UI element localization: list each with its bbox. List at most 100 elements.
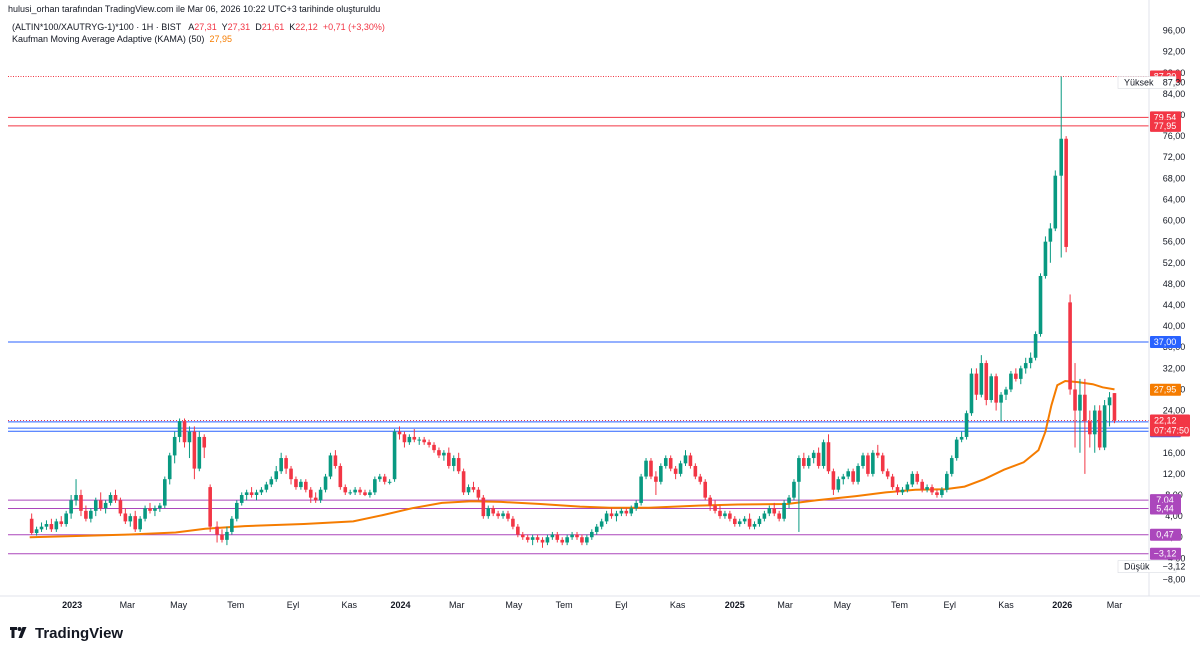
candle-up [269, 476, 274, 488]
candle-down [624, 508, 629, 517]
x-tick-label: Tem [891, 600, 908, 610]
candle-down [215, 521, 219, 543]
candle-up [585, 534, 589, 546]
candle-up [167, 452, 172, 485]
indicator-legend[interactable]: Kaufman Moving Average Adaptive (KAMA) (… [12, 34, 232, 44]
candle-down [422, 436, 426, 445]
kama-line[interactable] [29, 379, 1115, 539]
candle-down [673, 465, 678, 480]
candle-body [688, 455, 693, 466]
candle-body [1053, 175, 1058, 229]
candle-up [387, 479, 392, 485]
candle-body [728, 513, 732, 519]
tradingview-logo[interactable]: TradingView [8, 625, 123, 642]
candle-up [792, 479, 796, 501]
candle-body [461, 471, 466, 493]
x-tick-label: Mar [777, 600, 793, 610]
candle-body [412, 436, 417, 440]
candle-body [520, 534, 525, 538]
candle-body [989, 376, 994, 400]
candle-down [402, 431, 407, 448]
candle-up [989, 373, 994, 403]
candle-body [49, 524, 54, 530]
y-tick-label: 48,00 [1163, 279, 1186, 289]
candle-body [570, 534, 574, 538]
level-price-label: −3,12 [1154, 549, 1177, 559]
candle-body [234, 502, 239, 519]
candle-body [954, 439, 959, 459]
candle-down [747, 513, 752, 530]
candle-body [713, 505, 717, 511]
candle-up [108, 492, 113, 506]
candle-body [895, 487, 900, 493]
candle-body [599, 521, 604, 527]
candle-body [935, 492, 939, 495]
candle-up [639, 473, 643, 506]
candle-body [856, 465, 860, 482]
candle-up [1009, 370, 1013, 393]
x-tick-label: Tem [556, 600, 573, 610]
candle-down [1073, 363, 1077, 448]
candle-body [294, 479, 298, 488]
candle-down [338, 463, 343, 490]
time-axis[interactable]: 2023 Mar May Tem Eyl Kas 2024 Mar May Tem Eyl Kas 20… [0, 595, 1200, 610]
candle-up [752, 521, 757, 530]
candle-body [506, 513, 510, 519]
candle-up [979, 355, 984, 398]
candle-up [949, 455, 954, 477]
candle-body [64, 513, 68, 525]
candle-body [304, 481, 308, 490]
candle-down [974, 368, 979, 400]
y-tick-label: −8,00 [1163, 574, 1186, 584]
candle-body [940, 489, 944, 495]
candle-up [274, 465, 279, 482]
x-tick-label: May [170, 600, 188, 610]
candle-down [935, 489, 939, 498]
candle-body [466, 487, 471, 493]
candle-up [787, 495, 791, 509]
candle-body [1028, 357, 1033, 364]
y-tick-label: 60,00 [1163, 216, 1186, 226]
candle-down [777, 510, 781, 522]
candle-down [1014, 368, 1018, 382]
candle-body [757, 518, 762, 525]
candle-down [29, 513, 34, 535]
y-tick-label: 4,00 [1165, 511, 1183, 521]
candle-down [732, 516, 737, 527]
candle-body [590, 531, 594, 538]
candle-up [417, 436, 422, 445]
candle-body [910, 473, 915, 485]
close-value: 22,12 [295, 22, 318, 32]
candle-body [678, 463, 683, 474]
x-tick-label: Mar [1107, 600, 1123, 610]
candle-body [732, 518, 737, 525]
candle-down [294, 476, 298, 490]
tradingview-logo-icon [10, 626, 27, 638]
candle-down [113, 489, 118, 503]
candle-up [1048, 223, 1053, 263]
candle-body [555, 534, 560, 540]
candle-body [113, 495, 118, 501]
candle-body [959, 436, 964, 440]
candle-up [138, 516, 142, 532]
candle-down [520, 531, 525, 540]
candle-body [192, 431, 197, 469]
candle-down [289, 465, 293, 485]
candle-body [540, 539, 545, 543]
candle-body [525, 537, 530, 540]
candle-body [949, 458, 954, 474]
symbol-legend[interactable]: (ALTIN*100/XAUTRYG-1)*100 · 1H · BIST A2… [12, 22, 385, 32]
candle-body [530, 537, 535, 540]
candle-body [182, 421, 187, 443]
level-price-label: 77,95 [1154, 121, 1177, 131]
candle-body [802, 458, 806, 466]
candle-body [427, 442, 431, 445]
candle-up [871, 450, 875, 477]
candle-down [447, 447, 451, 469]
candle-body [1097, 410, 1102, 448]
candle-body [718, 510, 722, 517]
candle-up [259, 487, 264, 495]
candle-body [984, 363, 989, 400]
candle-up [530, 534, 535, 546]
